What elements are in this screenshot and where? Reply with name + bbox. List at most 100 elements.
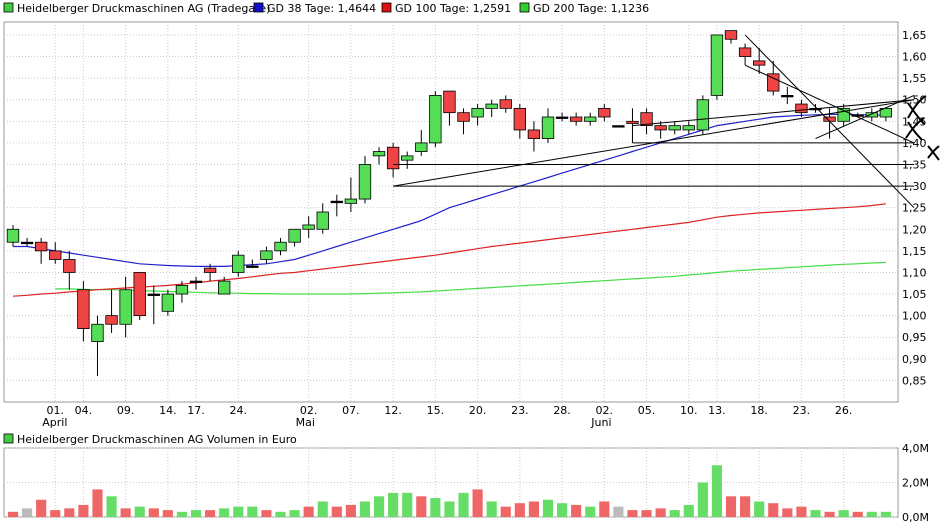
trendline (632, 99, 915, 127)
volume-bar (585, 506, 596, 517)
volume-bar (697, 482, 708, 517)
volume-bar (176, 511, 188, 517)
legend-label: GD 200 Tage: 1,1236 (533, 2, 649, 15)
x-tick-label: 10. (680, 404, 698, 417)
trendline (815, 94, 915, 140)
x-tick-label: 14. (159, 404, 177, 417)
volume-bar (190, 510, 202, 517)
volume-bar (486, 501, 497, 517)
volume-bar (359, 501, 371, 517)
month-label: April (42, 416, 67, 429)
annotation-mark (905, 117, 925, 141)
candle-down (513, 107, 527, 131)
volume-bar (880, 511, 891, 517)
candle-down (724, 30, 738, 40)
x-tick-label: 09. (117, 404, 135, 417)
y-tick-label: 1,65 (902, 29, 927, 42)
x-tick-label: 18. (750, 404, 768, 417)
candle-down (738, 47, 752, 57)
volume-bar (557, 503, 568, 517)
volume-bar (782, 508, 793, 517)
candle-down (640, 112, 653, 127)
candle-down (795, 103, 808, 114)
volume-tick-label: 4,0M (902, 442, 929, 455)
candle-up (119, 289, 132, 325)
candle-up (189, 280, 203, 283)
volume-bar (134, 506, 145, 517)
candle-up (372, 151, 386, 157)
volume-bar (852, 511, 863, 517)
y-tick-label: 0,85 (902, 374, 927, 387)
volume-bar (740, 496, 751, 517)
candle-down (203, 267, 217, 273)
candle-down (443, 90, 456, 114)
x-tick-label: 23. (511, 404, 529, 417)
candle-up (344, 198, 358, 204)
candle-up (865, 112, 878, 118)
candle-down (527, 129, 541, 139)
month-label: Juni (590, 416, 611, 429)
y-tick-label: 1,50 (902, 94, 927, 107)
candle-up (710, 34, 724, 96)
candle-up (429, 95, 442, 144)
volume-bar (303, 506, 314, 517)
candle-down (753, 60, 766, 66)
x-tick-label: 28. (553, 404, 571, 417)
x-tick-label: 26. (835, 404, 853, 417)
legend-swatch (381, 2, 392, 13)
candle-up (682, 125, 695, 131)
ma38-line (13, 113, 886, 267)
candle-up (246, 265, 259, 268)
volume-panel: Heidelberger Druckmaschinen AG Volumen i… (3, 433, 929, 524)
candle-up (316, 211, 329, 230)
legend-label: Heidelberger Druckmaschinen AG (Tradegat… (17, 2, 270, 15)
volume-bar (7, 511, 19, 517)
volume-bar (754, 501, 765, 517)
volume-bar (655, 508, 666, 517)
x-tick-label: 17. (187, 404, 205, 417)
candle-up (91, 323, 104, 342)
volume-bar (824, 511, 835, 517)
candle-up (584, 116, 597, 122)
volume-bar (331, 506, 342, 517)
y-tick-label: 1,10 (902, 266, 927, 279)
candle-up (696, 99, 710, 131)
x-tick-label: 07. (342, 404, 360, 417)
x-tick-label: 24. (230, 404, 248, 417)
volume-title: Heidelberger Druckmaschinen AG Volumen i… (17, 433, 297, 446)
x-tick-label: 23. (793, 404, 811, 417)
volume-bar (205, 510, 216, 517)
volume-bar (317, 501, 328, 517)
volume-bar (106, 496, 117, 517)
volume-bar (571, 504, 582, 517)
candle-up (302, 224, 315, 230)
candle-down (63, 259, 76, 273)
legend-swatch (519, 2, 530, 13)
legend-label: GD 100 Tage: 1,2591 (395, 2, 511, 15)
candle-down (49, 250, 62, 260)
volume-bar (275, 511, 286, 517)
volume-bar (402, 492, 413, 517)
legend-label: GD 38 Tage: 1,4644 (267, 2, 376, 15)
candle-up (555, 116, 569, 119)
volume-bar (528, 501, 539, 517)
volume-bar (78, 504, 89, 517)
volume-tick-label: 0,0M (902, 511, 929, 524)
volume-bar (683, 504, 694, 517)
candle-up (274, 241, 287, 252)
candle-up (161, 293, 175, 312)
volume-bar (542, 499, 554, 517)
volume-tick-label: 2,0M (902, 477, 929, 490)
y-tick-label: 1,20 (902, 223, 927, 236)
x-tick-label: 04. (75, 404, 93, 417)
volume-bar (36, 499, 47, 517)
x-tick-label: 13. (708, 404, 726, 417)
candle-up (175, 285, 189, 295)
volume-bar (162, 510, 173, 517)
volume-bar (669, 510, 680, 517)
candle-up (330, 200, 343, 204)
candle-up (288, 228, 301, 243)
candle-up (260, 250, 273, 260)
y-tick-label: 1,15 (902, 245, 927, 258)
